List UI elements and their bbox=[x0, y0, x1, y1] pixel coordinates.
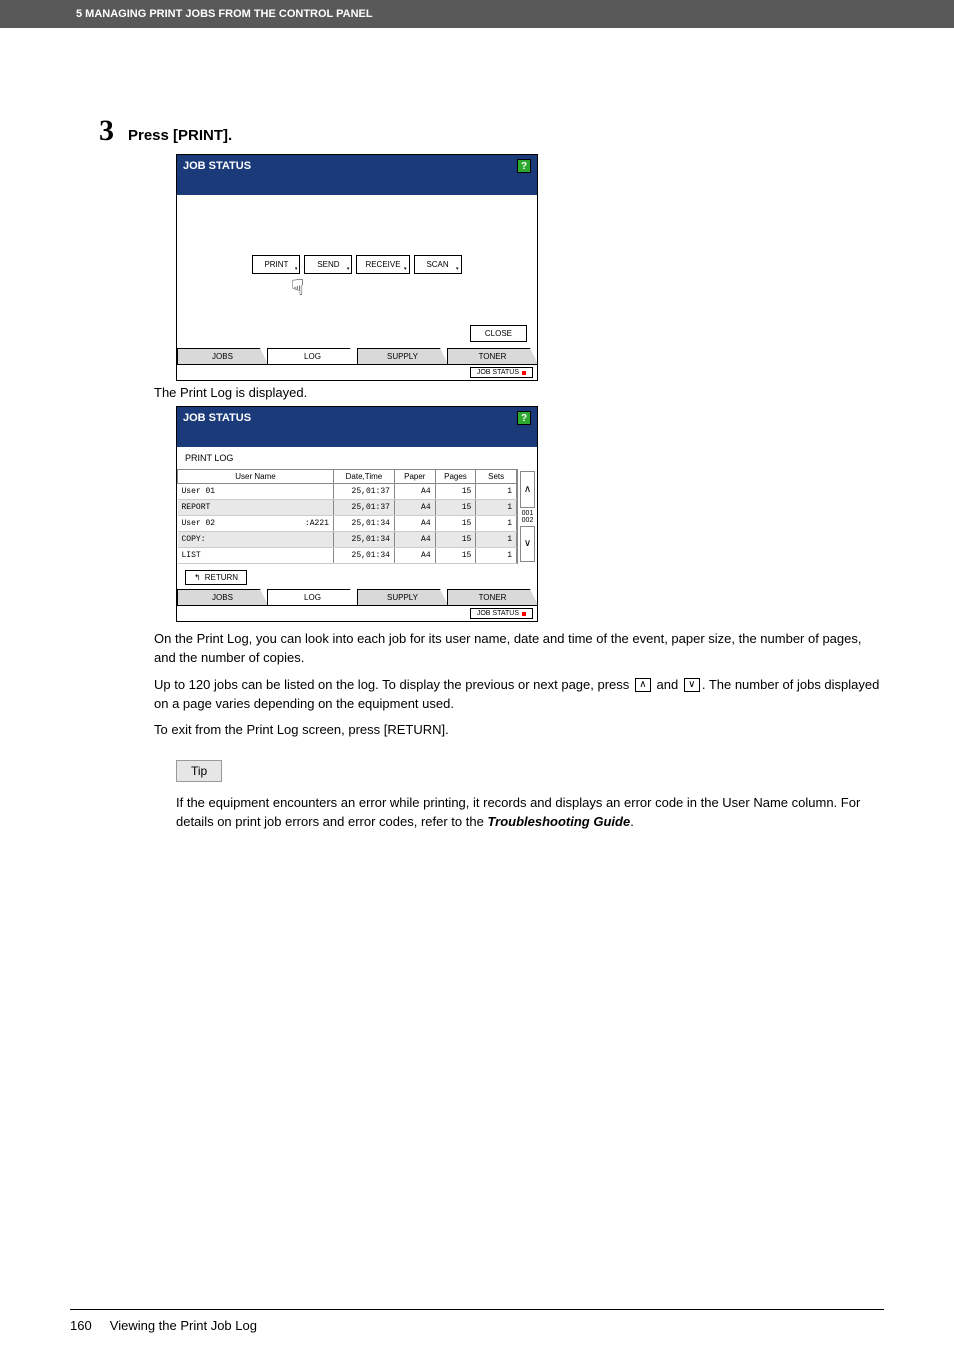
print-button[interactable]: PRINT▾ bbox=[252, 255, 300, 274]
step-number: 3 bbox=[70, 114, 114, 148]
table-row: LIST25,01:34A4151 bbox=[178, 548, 517, 564]
pointer-hand-icon: ☟ bbox=[291, 275, 304, 301]
return-arrow-icon: ↰ bbox=[194, 573, 201, 582]
job-status-chip[interactable]: JOB STATUS bbox=[470, 367, 533, 378]
tab-strip: JOBS LOG SUPPLY TONER bbox=[177, 589, 537, 606]
scroll-down-icon[interactable]: ∨ bbox=[520, 526, 535, 563]
tip-label: Tip bbox=[176, 760, 222, 782]
table-row: User 02:A22125,01:34A4151 bbox=[178, 516, 517, 532]
col-paper: Paper bbox=[394, 470, 435, 484]
scroll-page-2: 002 bbox=[518, 517, 537, 524]
tab-jobs[interactable]: JOBS bbox=[177, 589, 268, 605]
step-title: Press [PRINT]. bbox=[128, 127, 232, 144]
table-row: User 0125,01:37A4151 bbox=[178, 484, 517, 500]
col-username: User Name bbox=[178, 470, 334, 484]
scan-button[interactable]: SCAN▾ bbox=[414, 255, 462, 274]
help-icon[interactable]: ? bbox=[517, 411, 531, 425]
help-icon[interactable]: ? bbox=[517, 159, 531, 173]
step-heading: 3 Press [PRINT]. bbox=[70, 114, 884, 148]
close-button[interactable]: CLOSE bbox=[470, 325, 527, 342]
send-button[interactable]: SEND▾ bbox=[304, 255, 352, 274]
page-footer: 160 Viewing the Print Job Log bbox=[70, 1309, 884, 1333]
receive-button[interactable]: RECEIVE▾ bbox=[356, 255, 409, 274]
col-pages: Pages bbox=[435, 470, 476, 484]
caption-print-log-displayed: The Print Log is displayed. bbox=[154, 385, 884, 400]
paragraph-3: To exit from the Print Log screen, press… bbox=[154, 721, 884, 740]
col-sets: Sets bbox=[476, 470, 517, 484]
tab-supply[interactable]: SUPPLY bbox=[357, 348, 448, 364]
section-header: 5 MANAGING PRINT JOBS FROM THE CONTROL P… bbox=[0, 0, 954, 28]
table-row: COPY:25,01:34A4151 bbox=[178, 532, 517, 548]
paragraph-2: Up to 120 jobs can be listed on the log.… bbox=[154, 676, 884, 714]
troubleshooting-guide-ref: Troubleshooting Guide bbox=[487, 814, 630, 829]
scroll-page-1: 001 bbox=[518, 510, 537, 517]
tip-paragraph: If the equipment encounters an error whi… bbox=[176, 794, 884, 832]
tab-jobs[interactable]: JOBS bbox=[177, 348, 268, 364]
table-row: REPORT25,01:37A4151 bbox=[178, 500, 517, 516]
job-status-panel-1: JOB STATUS ? PRINT▾ SEND▾ RECEIVE▾ SCAN▾… bbox=[176, 154, 538, 381]
tab-supply[interactable]: SUPPLY bbox=[357, 589, 448, 605]
panel-title: JOB STATUS bbox=[183, 412, 251, 424]
return-button[interactable]: ↰ RETURN bbox=[185, 570, 247, 585]
tab-strip: JOBS LOG SUPPLY TONER bbox=[177, 348, 537, 365]
tab-toner[interactable]: TONER bbox=[447, 589, 538, 605]
job-status-panel-2: JOB STATUS ? PRINT LOG User Name Date,Ti… bbox=[176, 406, 538, 622]
up-arrow-icon: ∧ bbox=[635, 678, 651, 692]
tab-toner[interactable]: TONER bbox=[447, 348, 538, 364]
tab-log[interactable]: LOG bbox=[267, 348, 358, 364]
col-datetime: Date,Time bbox=[333, 470, 394, 484]
footer-title: Viewing the Print Job Log bbox=[110, 1318, 257, 1333]
panel-title: JOB STATUS bbox=[183, 160, 251, 172]
scroll-column: ∧ 001 002 ∨ bbox=[517, 469, 537, 564]
scroll-up-icon[interactable]: ∧ bbox=[520, 471, 535, 508]
paragraph-1: On the Print Log, you can look into each… bbox=[154, 630, 884, 668]
page-number: 160 bbox=[70, 1318, 92, 1333]
job-status-chip[interactable]: JOB STATUS bbox=[470, 608, 533, 619]
tab-log[interactable]: LOG bbox=[267, 589, 358, 605]
print-log-subtitle: PRINT LOG bbox=[177, 447, 537, 469]
print-log-table: User Name Date,Time Paper Pages Sets Use… bbox=[177, 469, 517, 564]
down-arrow-icon: ∨ bbox=[684, 678, 700, 692]
